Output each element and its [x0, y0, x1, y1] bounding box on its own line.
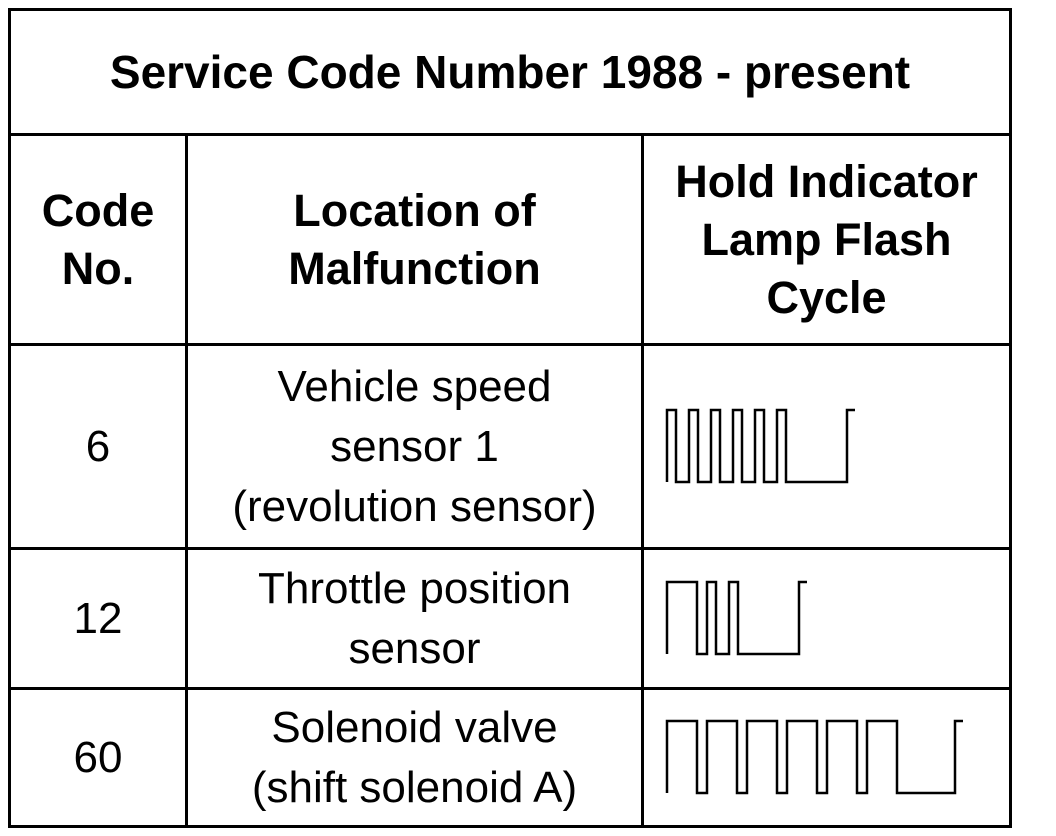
header-location-line: Malfunction: [288, 242, 541, 294]
flash-pattern-waveform: [665, 580, 807, 655]
header-location-line: Location of: [293, 184, 536, 236]
code-cell: 12: [11, 550, 188, 687]
header-code: Code No.: [11, 136, 188, 343]
table-row: 12 Throttle position sensor: [11, 550, 1009, 690]
code-number: 6: [85, 421, 111, 471]
location-line: Throttle position: [257, 563, 572, 613]
code-cell: 6: [11, 346, 188, 547]
header-flash-cycle: Hold Indicator Lamp Flash Cycle: [644, 136, 1009, 343]
waveform-line: [665, 408, 855, 483]
code-number: 60: [73, 732, 123, 782]
code-cell: 60: [11, 690, 188, 825]
table-row: 60 Solenoid valve (shift solenoid A): [11, 690, 1009, 825]
flash-cycle-cell: [644, 346, 1009, 547]
location-cell: Throttle position sensor: [188, 550, 644, 687]
header-code-line: Code: [41, 184, 155, 236]
location-line: sensor 1: [330, 421, 499, 471]
header-row: Code No. Location of Malfunction Hold In…: [11, 136, 1009, 346]
table-row: 6 Vehicle speed sensor 1 (revolution sen…: [11, 346, 1009, 550]
header-flash-line: Hold Indicator: [675, 155, 978, 207]
code-number: 12: [73, 593, 123, 643]
location-line: (revolution sensor): [232, 481, 597, 531]
waveform-line: [665, 719, 963, 794]
flash-pattern-waveform: [665, 408, 855, 483]
table-title: Service Code Number 1988 - present: [11, 11, 1009, 136]
location-line: Vehicle speed: [277, 361, 552, 411]
flash-pattern-waveform: [665, 719, 963, 794]
waveform-line: [665, 580, 807, 655]
header-flash-line: Lamp Flash: [701, 213, 952, 265]
flash-cycle-cell: [644, 690, 1009, 825]
location-cell: Vehicle speed sensor 1 (revolution senso…: [188, 346, 644, 547]
location-line: (shift solenoid A): [251, 762, 578, 812]
location-line: Solenoid valve: [271, 702, 558, 752]
header-code-line: No.: [61, 242, 135, 294]
location-cell: Solenoid valve (shift solenoid A): [188, 690, 644, 825]
service-code-table: Service Code Number 1988 - present Code …: [8, 8, 1012, 828]
header-location: Location of Malfunction: [188, 136, 644, 343]
location-line: sensor: [348, 623, 481, 673]
flash-cycle-cell: [644, 550, 1009, 687]
header-flash-line: Cycle: [766, 271, 887, 323]
